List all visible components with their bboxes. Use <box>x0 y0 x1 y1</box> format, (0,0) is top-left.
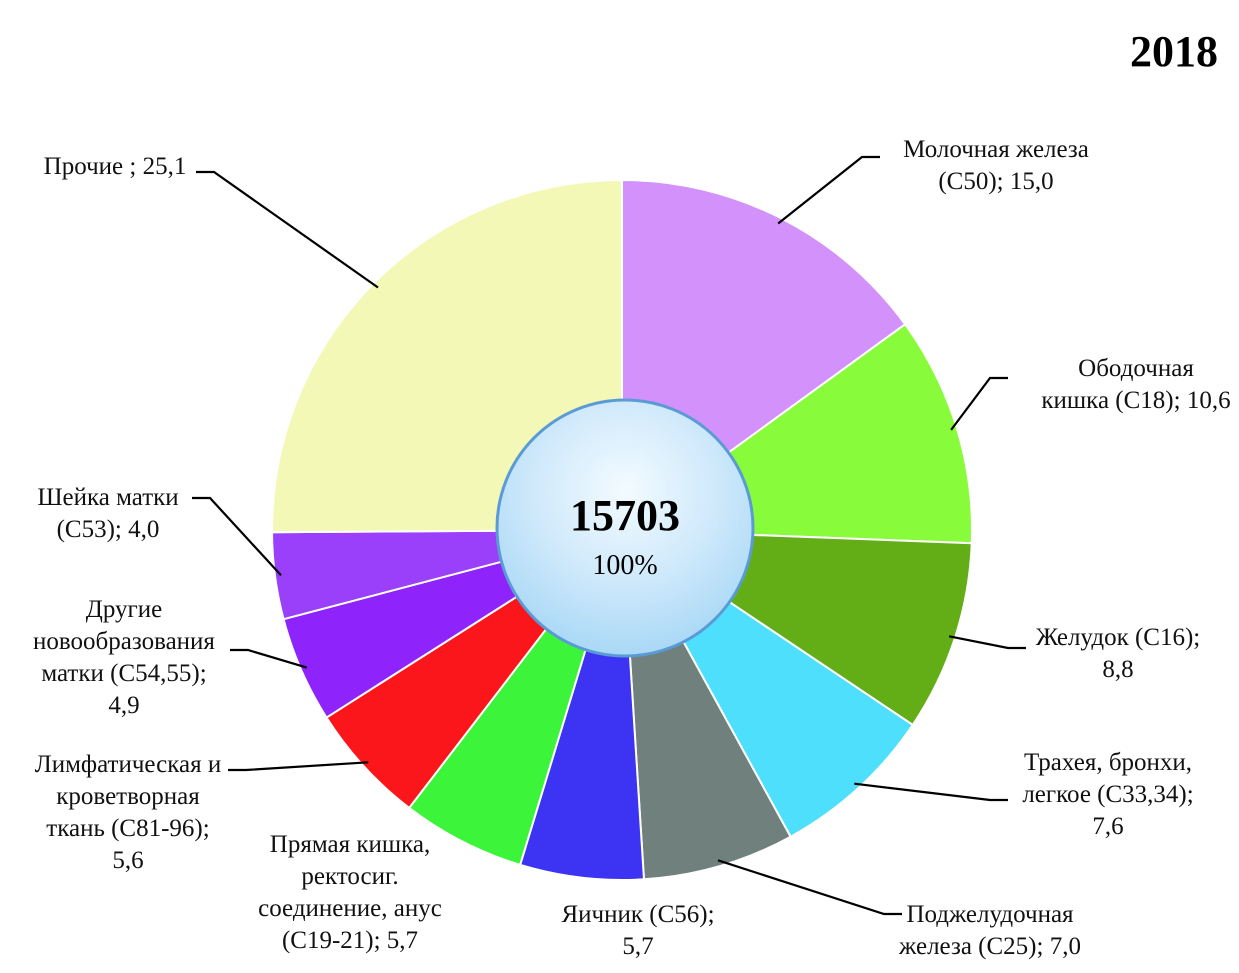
slice-labels: Молочная железа (С50); 15,0 Ободочная кишка… <box>33 136 1231 960</box>
slice-label-5: Яичник (С56); 5,7 <box>561 901 714 960</box>
slice-label-1: Ободочная кишка (С18); 10,6 <box>1041 355 1230 414</box>
leader-line-4 <box>717 859 902 916</box>
leader-line-0 <box>777 155 880 225</box>
center-percent: 100% <box>592 550 657 581</box>
leader-line-10 <box>196 170 379 289</box>
slice-label-8: Другие новообразования матки (С54,55); 4,9 <box>33 596 215 719</box>
center-circle <box>495 398 755 658</box>
slice-label-2: Желудок (С16); 8,8 <box>1036 624 1201 683</box>
slice-label-10: Прочие ; 25,1 <box>44 153 187 180</box>
leader-line-1 <box>950 376 1008 431</box>
slice-label-3: Трахея, бронхи, легкое (С33,34); 7,6 <box>1022 749 1193 840</box>
slice-label-9: Шейка матки (С53); 4,0 <box>37 484 178 543</box>
center-total: 15703 <box>570 491 680 540</box>
slice-label-0: Молочная железа (С50); 15,0 <box>903 136 1089 195</box>
leader-line-9 <box>192 496 282 577</box>
slice-label-6: Прямая кишка, ректосиг. соединение, анус (С… <box>258 831 442 954</box>
leader-lines <box>192 155 1026 916</box>
center-badge: 15703 100% <box>495 398 755 658</box>
leader-line-2 <box>948 635 1026 650</box>
slice-label-7: Лимфатическая и кроветворная ткань (С81-96… <box>35 751 222 874</box>
leader-line-7 <box>228 761 369 772</box>
leader-line-3 <box>854 782 1008 802</box>
leader-line-8 <box>230 648 308 669</box>
chart-title: 2018 <box>1130 27 1218 76</box>
slice-label-4: Поджелудочная железа (С25); 7,0 <box>898 901 1081 960</box>
